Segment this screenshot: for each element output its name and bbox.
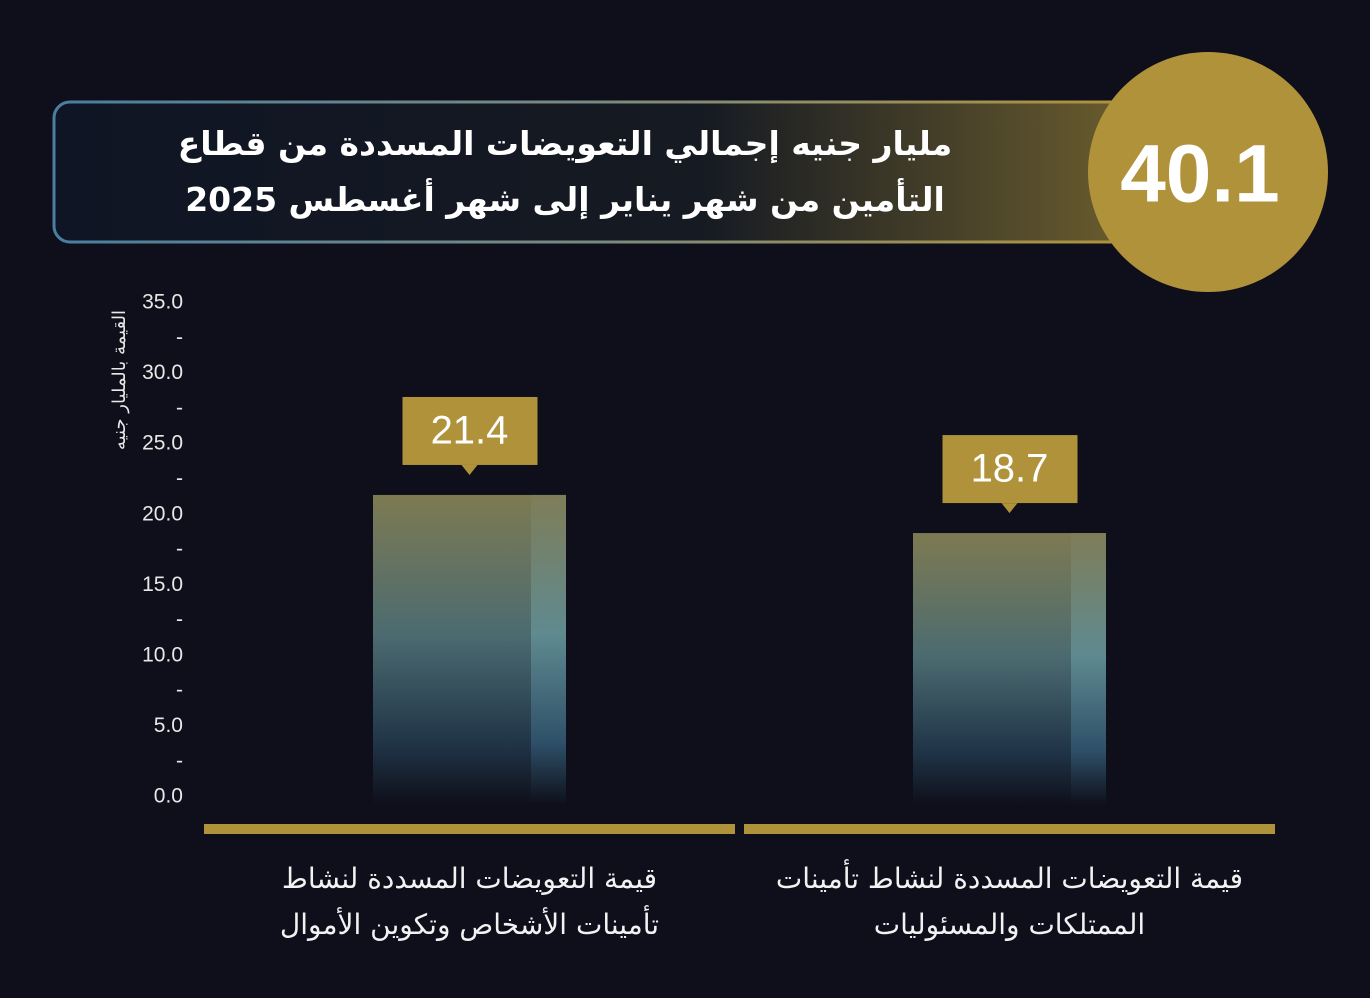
headline-circle <box>1088 52 1328 292</box>
y-tick-label: 30.0 <box>142 361 183 384</box>
chart-title: مليار جنيه إجمالي التعويضات المسددة من ق… <box>177 124 953 219</box>
bar-highlight <box>1071 533 1106 805</box>
value-label: 18.7 <box>971 447 1049 491</box>
value-label-pointer <box>1001 503 1018 514</box>
x-tick-label: قيمة التعويضات المسددة لنشاط تأمينات الم… <box>775 862 1244 941</box>
y-tick-label: 10.0 <box>142 643 183 666</box>
y-tick-label: - <box>176 679 183 702</box>
y-tick-label: - <box>176 396 183 419</box>
y-tick-label: - <box>176 538 183 561</box>
value-label-box <box>942 435 1078 504</box>
y-tick-label: 35.0 <box>142 291 183 314</box>
y-tick-label: 5.0 <box>154 714 183 737</box>
value-label-box <box>402 396 538 465</box>
y-tick-label: 20.0 <box>142 502 183 525</box>
y-tick-label: - <box>176 467 183 490</box>
y-tick-label: - <box>176 326 183 349</box>
value-label: 21.4 <box>431 409 509 453</box>
baseline <box>204 824 735 834</box>
y-axis-title: القيمة بالمليار جنيه <box>109 310 130 450</box>
headline-value: 40.1 <box>1120 129 1280 220</box>
y-tick-label: 15.0 <box>142 573 183 596</box>
y-tick-label: - <box>176 608 183 631</box>
y-tick-label: 0.0 <box>154 785 183 808</box>
baseline <box>744 824 1275 834</box>
value-label-pointer <box>461 464 478 475</box>
y-tick-label: 25.0 <box>142 432 183 455</box>
x-tick-label: قيمة التعويضات المسددة لنشاط تأمينات الأ… <box>279 862 660 941</box>
bar-highlight <box>531 494 566 805</box>
y-tick-label: - <box>176 749 183 772</box>
